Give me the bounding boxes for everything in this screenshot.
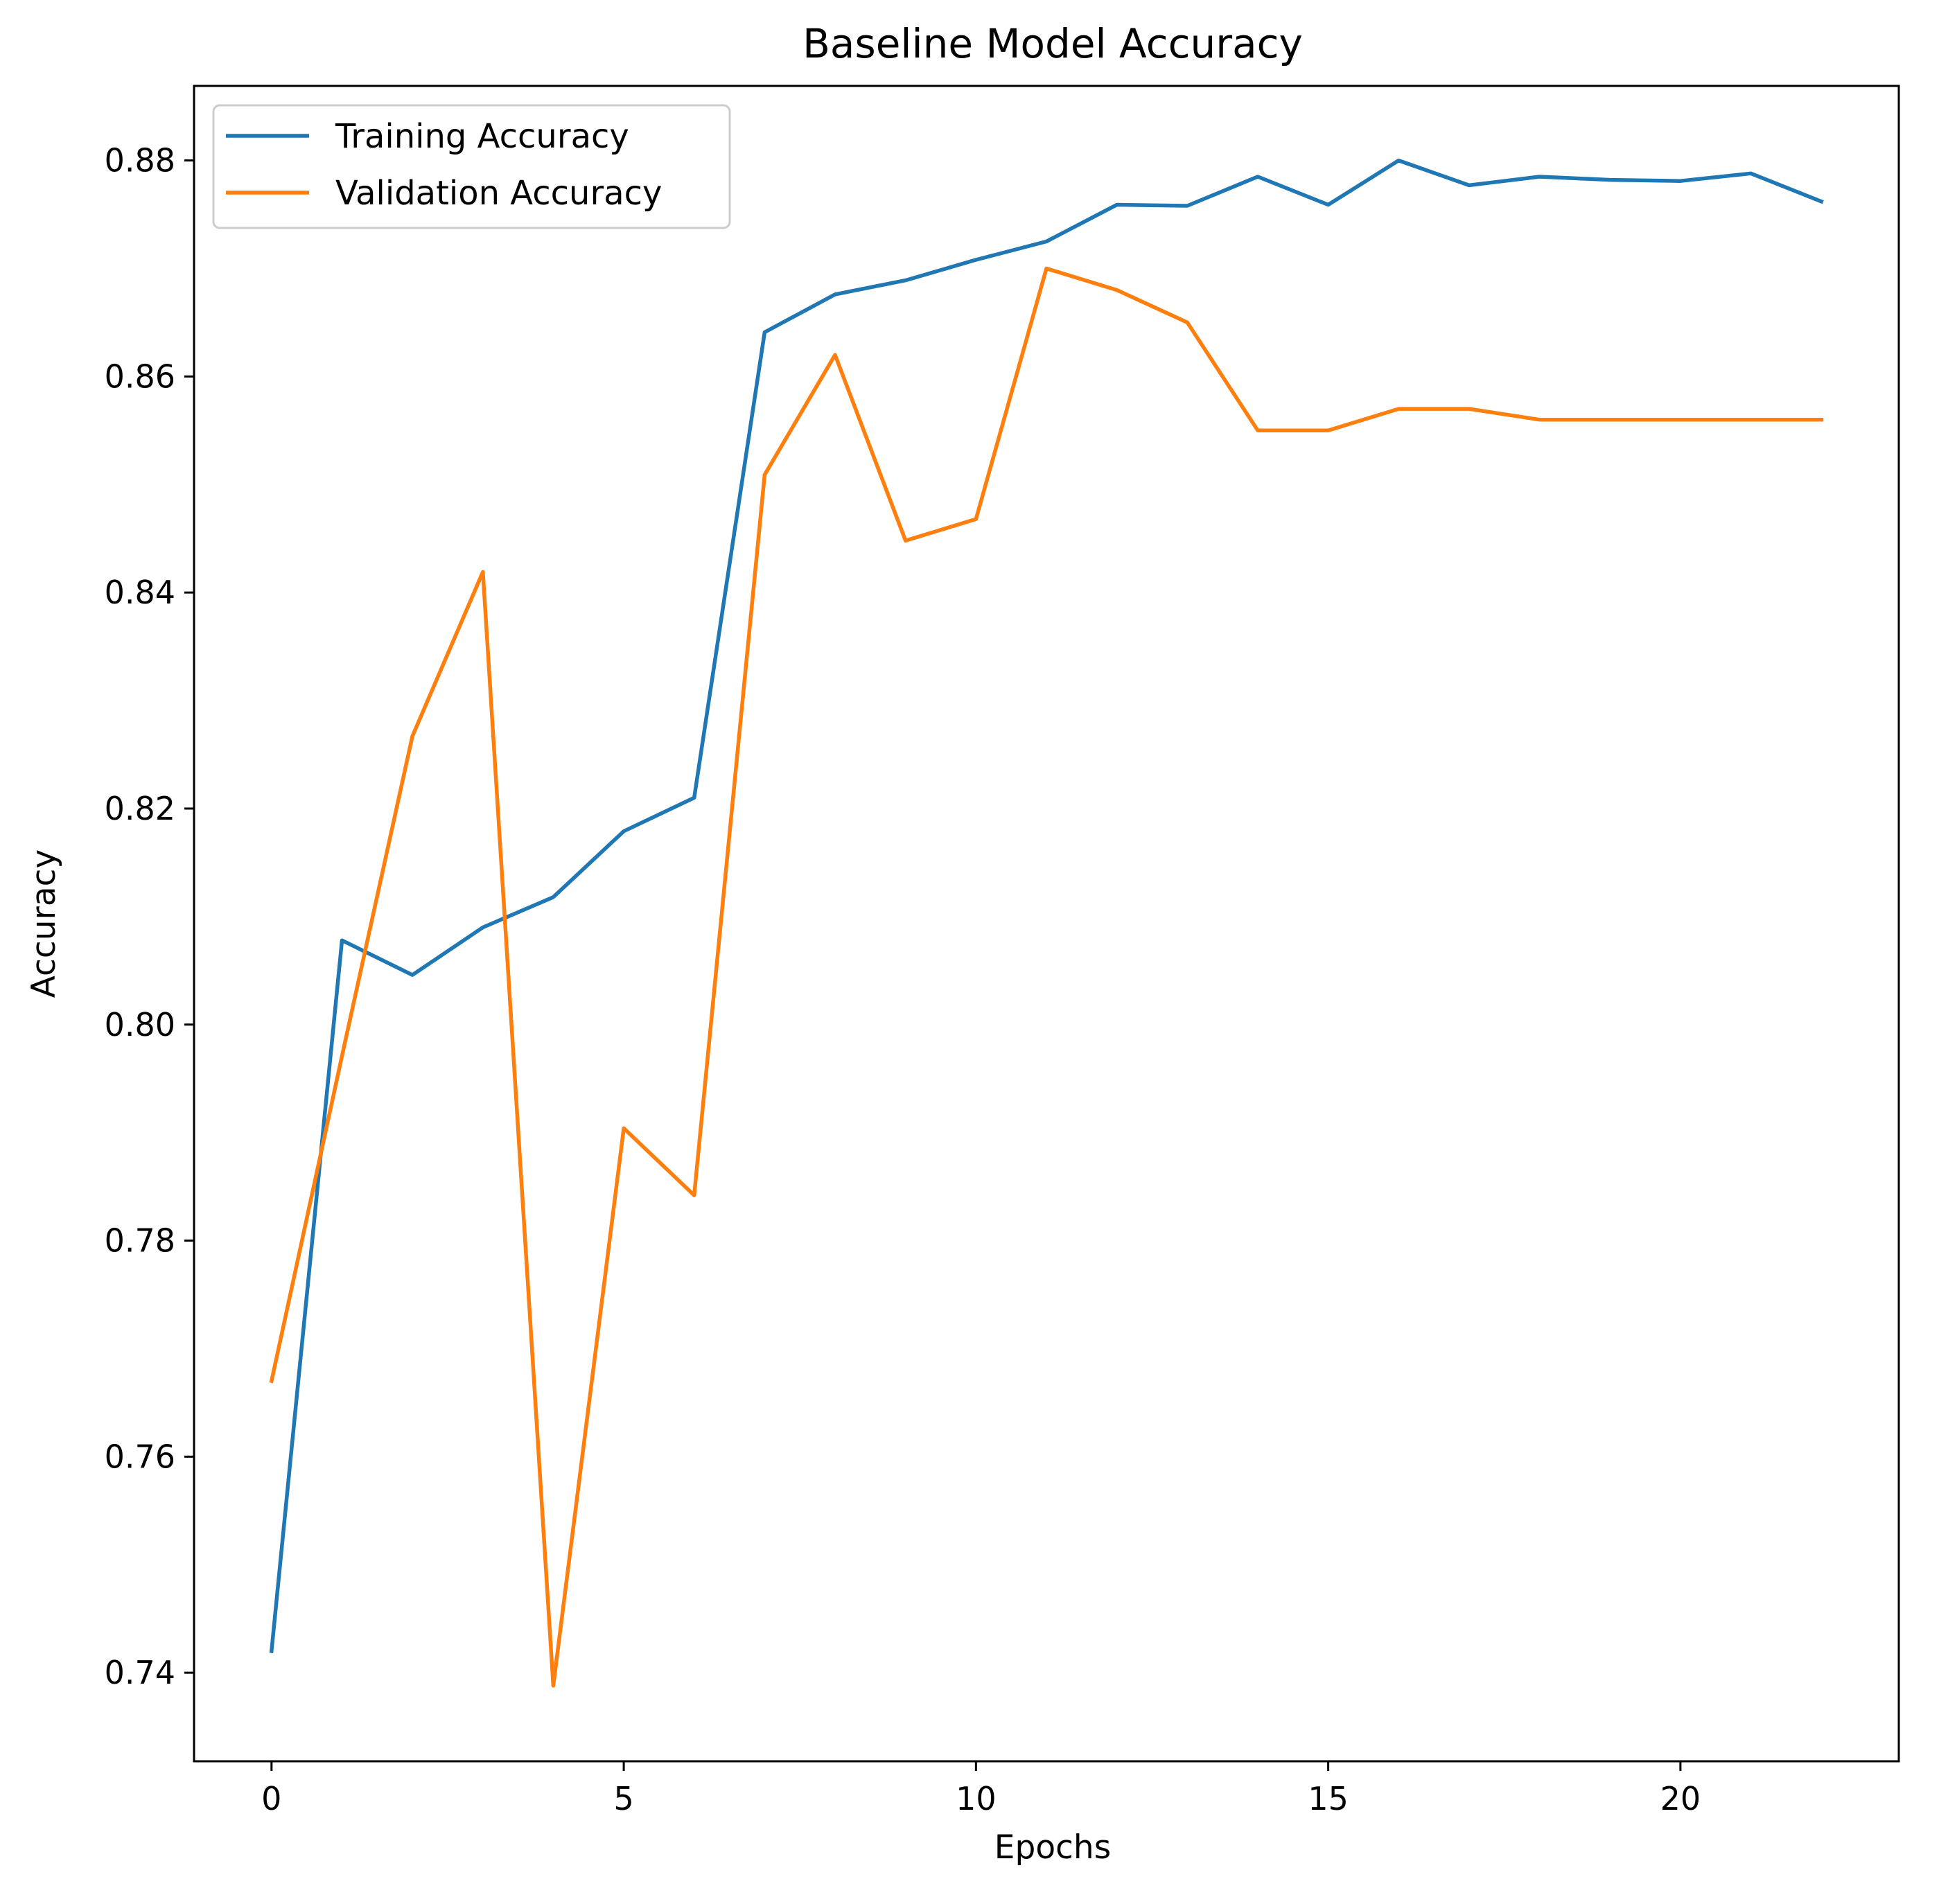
y-tick-label: 0.86 xyxy=(105,358,175,395)
plot-area xyxy=(194,86,1899,1761)
x-tick-label: 15 xyxy=(1308,1780,1349,1817)
legend-label: Training Accuracy xyxy=(335,117,629,156)
y-tick-label: 0.84 xyxy=(105,574,175,611)
y-axis: 0.74 0.76 0.78 0.80 0.82 0.84 0.86 0.88 xyxy=(105,142,194,1691)
y-tick-label: 0.78 xyxy=(105,1222,175,1260)
y-tick-label: 0.76 xyxy=(105,1438,175,1475)
y-tick-label: 0.74 xyxy=(105,1654,175,1691)
x-tick-label: 0 xyxy=(261,1780,281,1817)
y-tick-label: 0.80 xyxy=(105,1006,175,1043)
legend: Training Accuracy Validation Accuracy xyxy=(212,104,731,229)
x-axis-label: Epochs xyxy=(994,1828,1111,1867)
legend-box xyxy=(212,104,731,229)
legend-label: Validation Accuracy xyxy=(335,174,662,213)
x-tick-label: 10 xyxy=(956,1780,997,1817)
series-lines xyxy=(269,158,1824,1688)
y-axis-label: Accuracy xyxy=(25,849,63,998)
series-line-training xyxy=(269,158,1824,1654)
x-tick-label: 20 xyxy=(1660,1780,1701,1817)
chart-title: Baseline Model Accuracy xyxy=(802,20,1303,67)
x-tick-label: 5 xyxy=(613,1780,633,1817)
x-axis: 0 5 10 15 20 xyxy=(261,1761,1701,1817)
series-line-validation xyxy=(269,266,1823,1688)
y-tick-label: 0.82 xyxy=(105,790,175,827)
plot-frame xyxy=(193,85,1900,1763)
y-tick-label: 0.88 xyxy=(105,142,175,179)
